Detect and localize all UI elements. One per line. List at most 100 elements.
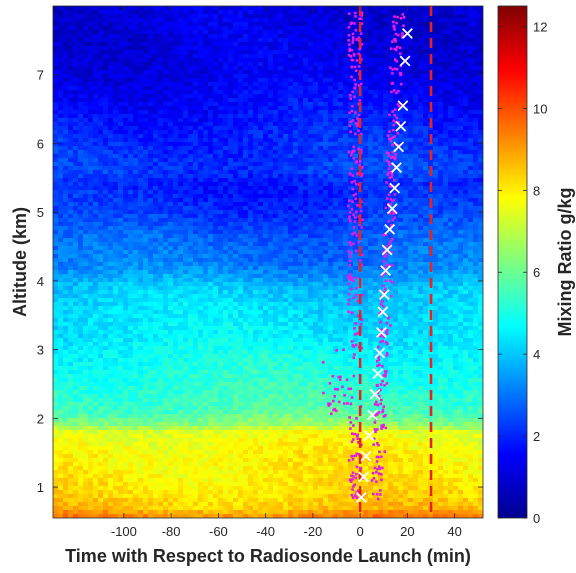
heatmap-cell — [183, 46, 189, 51]
heatmap-cell — [128, 206, 134, 211]
heatmap-cell — [83, 70, 89, 75]
heatmap-cell — [168, 158, 174, 163]
heatmap-cell — [268, 226, 274, 231]
heatmap-cell — [363, 70, 369, 75]
heatmap-cell — [273, 206, 279, 211]
heatmap-cell — [213, 74, 219, 79]
heatmap-cell — [268, 122, 274, 127]
heatmap-cell — [68, 142, 74, 147]
heatmap-cell — [223, 98, 229, 103]
heatmap-cell — [363, 6, 369, 11]
heatmap-cell — [353, 18, 359, 23]
heatmap-cell — [423, 134, 429, 139]
heatmap-cell — [443, 186, 449, 191]
heatmap-cell — [73, 118, 79, 123]
heatmap-cell — [93, 142, 99, 147]
heatmap-cell — [343, 82, 349, 87]
heatmap-cell — [218, 86, 224, 91]
heatmap-cell — [448, 202, 454, 207]
heatmap-cell — [343, 182, 349, 187]
heatmap-cell — [273, 210, 279, 215]
heatmap-cell — [288, 74, 294, 79]
heatmap-cell — [188, 202, 194, 207]
heatmap-cell — [338, 126, 344, 131]
heatmap-cell — [213, 114, 219, 119]
heatmap-cell — [323, 50, 329, 55]
heatmap-cell — [158, 86, 164, 91]
heatmap-cell — [473, 218, 479, 223]
heatmap-cell — [303, 182, 309, 187]
heatmap-cell — [443, 154, 449, 159]
heatmap-cell — [323, 62, 329, 67]
heatmap-cell — [293, 146, 299, 151]
heatmap-cell — [113, 58, 119, 63]
heatmap-cell — [323, 102, 329, 107]
heatmap-cell — [133, 134, 139, 139]
heatmap-cell — [58, 10, 64, 15]
heatmap-cell — [188, 42, 194, 47]
heatmap-cell — [443, 26, 449, 31]
heatmap-cell — [238, 202, 244, 207]
heatmap-cell — [463, 30, 469, 35]
heatmap-cell — [298, 58, 304, 63]
heatmap-cell — [123, 150, 129, 155]
heatmap-cell — [383, 174, 389, 179]
heatmap-cell — [53, 202, 59, 207]
heatmap-cell — [338, 98, 344, 103]
heatmap-cell — [133, 122, 139, 127]
heatmap-cell — [468, 46, 474, 51]
heatmap-cell — [198, 62, 204, 67]
heatmap-cell — [458, 154, 464, 159]
heatmap-cell — [278, 198, 284, 203]
heatmap-cell — [478, 150, 483, 155]
heatmap-cell — [443, 230, 449, 235]
heatmap-cell — [188, 178, 194, 183]
heatmap-cell — [403, 50, 409, 55]
heatmap-cell — [353, 102, 359, 107]
heatmap-cell — [463, 218, 469, 223]
heatmap-cell — [158, 50, 164, 55]
heatmap-cell — [303, 82, 309, 87]
heatmap-cell — [198, 34, 204, 39]
heatmap-cell — [223, 70, 229, 75]
heatmap-cell — [218, 106, 224, 111]
heatmap-cell — [238, 58, 244, 63]
heatmap-cell — [383, 26, 389, 31]
heatmap-cell — [238, 194, 244, 199]
heatmap-cell — [388, 150, 394, 155]
heatmap-cell — [468, 118, 474, 123]
heatmap-cell — [328, 170, 334, 175]
heatmap-cell — [313, 202, 319, 207]
heatmap-cell — [78, 82, 84, 87]
heatmap-cell — [328, 14, 334, 19]
heatmap-cell — [218, 178, 224, 183]
heatmap-cell — [238, 70, 244, 75]
heatmap-cell — [368, 210, 374, 215]
heatmap-cell — [248, 174, 254, 179]
heatmap-cell — [408, 150, 414, 155]
heatmap-cell — [258, 174, 264, 179]
heatmap-cell — [443, 18, 449, 23]
heatmap-cell — [133, 78, 139, 83]
heatmap-cell — [353, 70, 359, 75]
heatmap-cell — [83, 14, 89, 19]
heatmap-cell — [248, 178, 254, 183]
heatmap-cell — [113, 126, 119, 131]
heatmap-cell — [143, 146, 149, 151]
heatmap-cell — [148, 230, 154, 235]
heatmap-cell — [418, 206, 424, 211]
heatmap-cell — [78, 6, 84, 11]
heatmap-cell — [343, 34, 349, 39]
heatmap-cell — [73, 74, 79, 79]
heatmap-cell — [338, 50, 344, 55]
heatmap-cell — [468, 90, 474, 95]
heatmap-cell — [103, 218, 109, 223]
heatmap-cell — [293, 222, 299, 227]
heatmap-cell — [63, 94, 69, 99]
heatmap-cell — [278, 234, 284, 239]
heatmap-cell — [58, 50, 64, 55]
heatmap-cell — [403, 214, 409, 219]
heatmap-cell — [298, 234, 304, 239]
heatmap-cell — [473, 226, 479, 231]
heatmap-cell — [468, 86, 474, 91]
